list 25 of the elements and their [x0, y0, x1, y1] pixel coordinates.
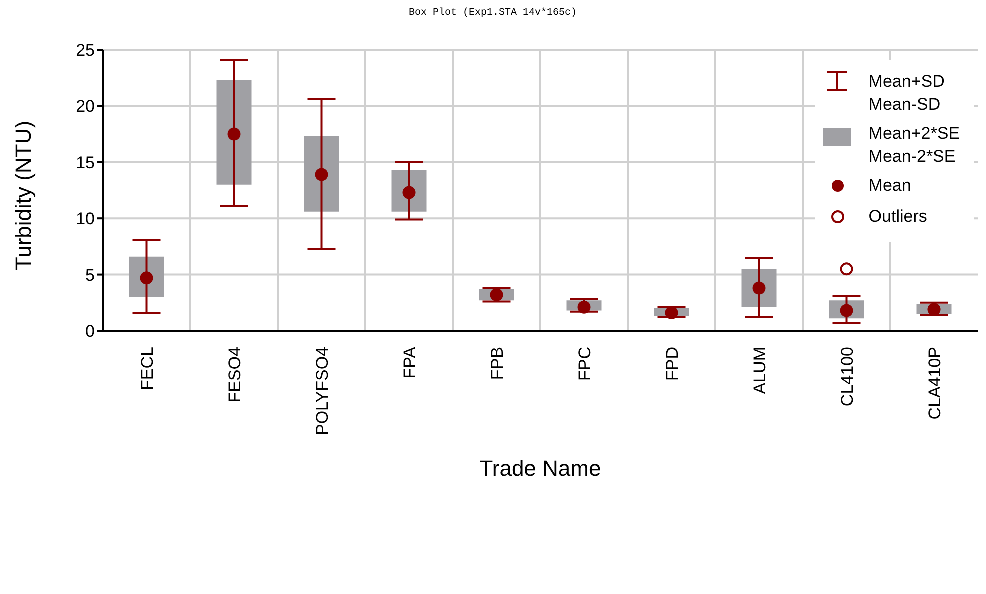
y-tick-label: 0 — [86, 322, 95, 342]
x-tick-label: CLA410P — [925, 347, 944, 420]
x-tick-label: ALUM — [750, 347, 770, 394]
x-tick-label: FESO4 — [225, 347, 244, 403]
annotation: Mean+SD — [868, 71, 945, 93]
annotation: Mean-2*SE — [868, 146, 957, 168]
x-tick-label: POLYFSO4 — [312, 347, 332, 436]
y-tick-label: 25 — [76, 41, 95, 60]
x-tick-label: FPA — [400, 346, 420, 379]
x-axis-title: Trade Name — [480, 456, 602, 481]
x-tick-label: FPB — [488, 347, 507, 380]
annotation: Mean — [868, 175, 912, 197]
y-tick-label: 10 — [76, 210, 95, 229]
y-tick-label: 15 — [76, 153, 95, 172]
chart-title: Box Plot (Exp1.STA 14v*165c) — [408, 8, 578, 19]
annotation: Mean-SD — [868, 94, 942, 116]
annotation: Mean+2*SE — [868, 123, 960, 145]
y-tick-label: 20 — [76, 97, 95, 116]
y-tick-label: 5 — [86, 266, 95, 285]
x-tick-label: FECL — [138, 347, 157, 390]
y-axis-title: Turbidity (NTU) — [10, 120, 36, 270]
x-tick-label: FPD — [662, 347, 682, 381]
annotation: Outliers — [868, 206, 928, 228]
x-tick-label: FPC — [575, 347, 594, 381]
x-tick-label: CL4100 — [838, 347, 857, 407]
